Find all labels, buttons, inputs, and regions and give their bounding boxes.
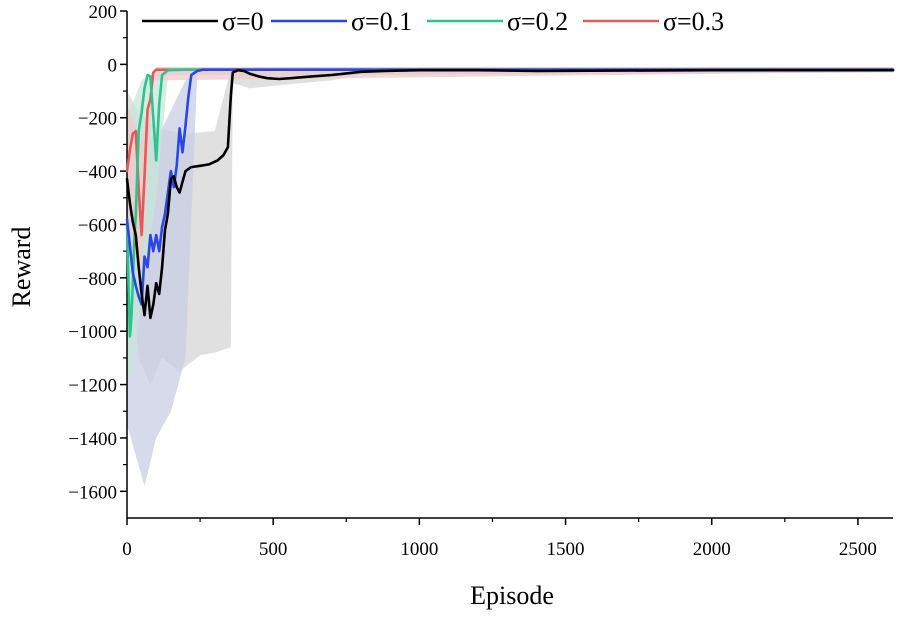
series-line-2 bbox=[125, 68, 895, 338]
axes: 2000−200−400−600−800−1000−1200−1400−1600… bbox=[68, 2, 893, 560]
legend-label-1: σ=0.1 bbox=[351, 7, 412, 36]
series-line-1 bbox=[125, 68, 895, 306]
x-axis-title: Episode bbox=[470, 581, 554, 610]
x-tick-label-3: 1500 bbox=[547, 539, 585, 560]
legend-label-3: σ=0.3 bbox=[663, 7, 724, 36]
band-series-0 bbox=[127, 67, 893, 385]
y-axis-title: Reward bbox=[7, 227, 36, 308]
y-tick-label-6: −1000 bbox=[68, 322, 117, 343]
x-tick-label-2: 1000 bbox=[400, 539, 438, 560]
series-line-0 bbox=[125, 68, 895, 320]
y-tick-label-2: −200 bbox=[78, 109, 117, 130]
legend-label-2: σ=0.2 bbox=[507, 7, 568, 36]
band-series-3 bbox=[127, 67, 893, 268]
y-tick-label-8: −1400 bbox=[68, 429, 117, 450]
legend-label-0: σ=0 bbox=[222, 7, 264, 36]
x-tick-label-0: 0 bbox=[122, 539, 132, 560]
y-tick-label-5: −800 bbox=[78, 269, 117, 290]
y-tick-label-3: −400 bbox=[78, 162, 117, 183]
x-tick-label-1: 500 bbox=[259, 539, 288, 560]
y-tick-label-0: 200 bbox=[89, 2, 118, 23]
series-lines bbox=[125, 68, 895, 338]
x-tick-label-4: 2000 bbox=[693, 539, 731, 560]
confidence-bands bbox=[127, 67, 893, 486]
y-tick-label-9: −1600 bbox=[68, 482, 117, 503]
y-tick-label-4: −600 bbox=[78, 215, 117, 236]
y-tick-label-7: −1200 bbox=[68, 376, 117, 397]
series-line-3 bbox=[125, 68, 895, 237]
y-tick-label-1: 0 bbox=[108, 55, 118, 76]
x-tick-label-5: 2500 bbox=[839, 539, 877, 560]
band-series-2 bbox=[127, 67, 893, 385]
legend: σ=0 σ=0.1 σ=0.2 σ=0.3 bbox=[142, 7, 724, 36]
band-series-1 bbox=[127, 67, 893, 486]
